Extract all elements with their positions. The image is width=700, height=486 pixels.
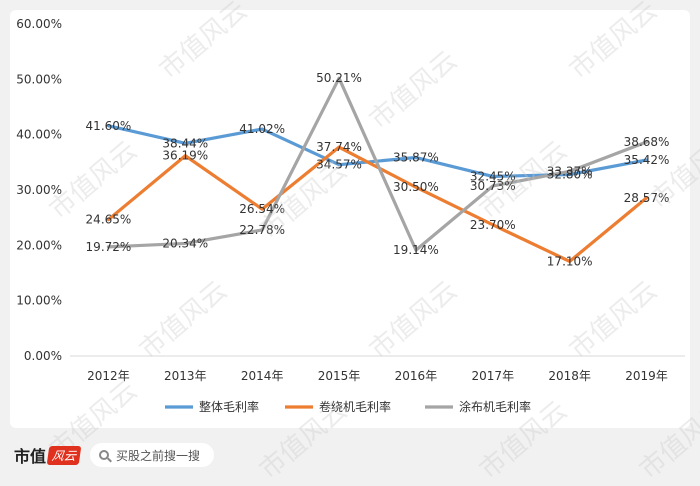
- data-label: 41.60%: [86, 119, 132, 133]
- legend-label: 整体毛利率: [199, 399, 259, 414]
- y-tick-label: 60.00%: [16, 17, 62, 31]
- y-tick-label: 40.00%: [16, 128, 62, 142]
- search-icon: [99, 450, 109, 460]
- data-label: 19.14%: [393, 243, 439, 257]
- chart-panel: 0.00% 10.00% 20.00% 30.00% 40.00% 50.00% 60.00…: [10, 10, 690, 428]
- data-label: 41.02%: [239, 122, 285, 136]
- legend-label: 卷绕机毛利率: [319, 399, 391, 414]
- data-label: 22.78%: [239, 223, 285, 237]
- data-label: 30.50%: [393, 180, 439, 194]
- data-label: 24.65%: [86, 213, 132, 227]
- brand-name: 市值: [14, 447, 47, 466]
- x-tick-label: 2018年: [548, 369, 591, 383]
- search-placeholder: 买股之前搜一搜: [116, 448, 201, 463]
- data-label: 36.19%: [162, 149, 208, 163]
- brand-logo: 市值 风云: [14, 443, 82, 467]
- data-label: 38.68%: [624, 135, 670, 149]
- y-tick-label: 50.00%: [16, 72, 62, 86]
- data-label: 33.37%: [547, 164, 593, 178]
- data-label: 50.21%: [316, 71, 362, 85]
- data-label: 17.10%: [547, 254, 593, 268]
- x-tick-label: 2015年: [318, 369, 361, 383]
- data-label: 23.70%: [470, 218, 516, 232]
- y-tick-label: 20.00%: [16, 238, 62, 252]
- footer-bar: 市值 风云 买股之前搜一搜: [0, 434, 700, 477]
- data-label: 35.42%: [624, 153, 670, 167]
- line-chart: 0.00% 10.00% 20.00% 30.00% 40.00% 50.00% 60.00…: [16, 17, 685, 414]
- x-tick-label: 2019年: [625, 369, 668, 383]
- y-tick-label: 30.00%: [16, 183, 62, 197]
- x-tick-label: 2017年: [472, 369, 515, 383]
- y-tick-label: 10.00%: [16, 294, 62, 308]
- brand-script: 风云: [46, 445, 82, 465]
- data-label: 19.72%: [86, 240, 132, 254]
- data-label: 26.54%: [239, 202, 285, 216]
- data-label: 32.45%: [470, 169, 516, 183]
- data-label: 32.80%: [547, 168, 593, 182]
- data-label: 20.34%: [162, 236, 208, 250]
- series-line-3: [106, 76, 649, 252]
- data-label: 28.57%: [624, 191, 670, 205]
- data-label: 30.73%: [470, 179, 516, 193]
- x-tick-label: 2012年: [87, 369, 130, 383]
- legend-label: 涂布机毛利率: [459, 399, 531, 414]
- x-tick-label: 2014年: [241, 369, 284, 383]
- x-tick-label: 2013年: [164, 369, 207, 383]
- y-tick-label: 0.00%: [24, 349, 62, 363]
- data-label: 34.57%: [316, 158, 362, 172]
- data-label: 35.87%: [393, 151, 439, 165]
- data-label: 37.74%: [316, 140, 362, 154]
- x-tick-label: 2016年: [395, 369, 438, 383]
- data-label: 38.44%: [162, 136, 208, 150]
- search-box[interactable]: 买股之前搜一搜: [90, 443, 214, 467]
